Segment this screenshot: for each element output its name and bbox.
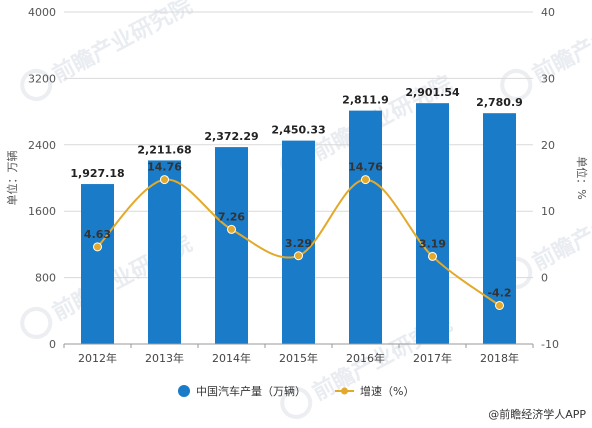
y-tick-label-left: 800: [35, 272, 56, 285]
bar-value-label: 1,927.18: [70, 167, 124, 180]
legend-bar-label: 中国汽车产量（万辆）: [196, 384, 306, 398]
bar: [81, 184, 114, 344]
line-point: [495, 300, 504, 310]
legend-line-marker-dot: [341, 387, 348, 395]
y-tick-label-left: 3200: [28, 72, 56, 85]
line-point: [93, 242, 102, 252]
line-value-label: 14.76: [348, 161, 383, 174]
bar: [215, 147, 248, 344]
x-tick-label: 2014年: [212, 351, 251, 365]
y-tick-label-right: 0: [541, 272, 548, 285]
y-tick-label-right: 20: [541, 139, 555, 152]
x-tick-label: 2016年: [346, 351, 385, 365]
x-axis: 2012年 2013年 2014年 2015年 2016年 2017年 2018年: [63, 343, 534, 365]
x-tick-label: 2013年: [145, 351, 184, 365]
y-axis-title-right: 单位：%: [575, 156, 589, 199]
bar: [148, 160, 181, 344]
y-tick-label-right: -10: [541, 338, 559, 351]
line-point: [160, 175, 169, 185]
legend-bar-marker: [178, 385, 190, 397]
x-tick-label: 2015年: [279, 351, 318, 365]
bar-value-label: 2,901.54: [405, 86, 460, 99]
bar-value-label: 2,372.29: [204, 130, 258, 143]
y-tick-label-left: 0: [49, 338, 56, 351]
bar-value-label: 2,450.33: [271, 124, 325, 137]
line-value-label: 3.19: [419, 237, 446, 250]
bar-series: 1,927.18 2,211.68 2,372.29 2,450.33 2,811.9 2…: [70, 86, 523, 344]
y-tick-label-left: 4000: [28, 6, 56, 19]
x-tick-label: 2012年: [78, 351, 117, 365]
bar-value-label: 2,211.68: [137, 143, 191, 156]
y-tick-label-left: 1600: [28, 205, 56, 218]
legend-line-label: 增速（%）: [360, 384, 414, 398]
y-axis-title-left: 单位：万辆: [5, 151, 19, 206]
line-series: 4.63 14.76 7.26 3.29 14.76 3.19 -4.2: [84, 161, 512, 310]
watermark-circle: [20, 306, 53, 339]
watermark-text: 前瞻产业研究院: [528, 0, 592, 88]
y-tick-label-right: 40: [541, 6, 555, 19]
bar-value-label: 2,811.9: [342, 94, 389, 107]
bar: [349, 110, 382, 344]
watermark-circle: [20, 68, 53, 101]
y-tick-label-left: 2400: [28, 139, 56, 152]
bar-value-label: 2,780.9: [476, 96, 523, 109]
watermark-text: 前瞻产业研究院: [48, 0, 196, 88]
bar: [416, 103, 449, 344]
line-point: [227, 224, 236, 234]
y-tick-label-right: 10: [541, 205, 555, 218]
y-tick-label-right: 30: [541, 72, 555, 85]
x-tick-label: 2018年: [480, 351, 519, 365]
line-point: [294, 251, 303, 261]
line-value-label: 14.76: [147, 161, 182, 174]
y-axis-left: 0 800 1600 2400 3200 4000: [28, 6, 56, 351]
x-tick-label: 2017年: [413, 351, 452, 365]
line-value-label: -4.2: [487, 286, 511, 299]
line-point: [428, 251, 437, 261]
source-credit: @前瞻经济学人APP: [488, 407, 586, 421]
line-value-label: 7.26: [218, 210, 245, 223]
line-point: [361, 175, 370, 185]
watermark-circle: [280, 386, 313, 419]
line-value-label: 4.63: [84, 228, 111, 241]
y-axis-right: -10 0 10 20 30 40: [541, 6, 559, 351]
line-value-label: 3.29: [285, 237, 312, 250]
bar: [282, 140, 315, 344]
legend: 中国汽车产量（万辆） 增速（%）: [178, 384, 414, 398]
